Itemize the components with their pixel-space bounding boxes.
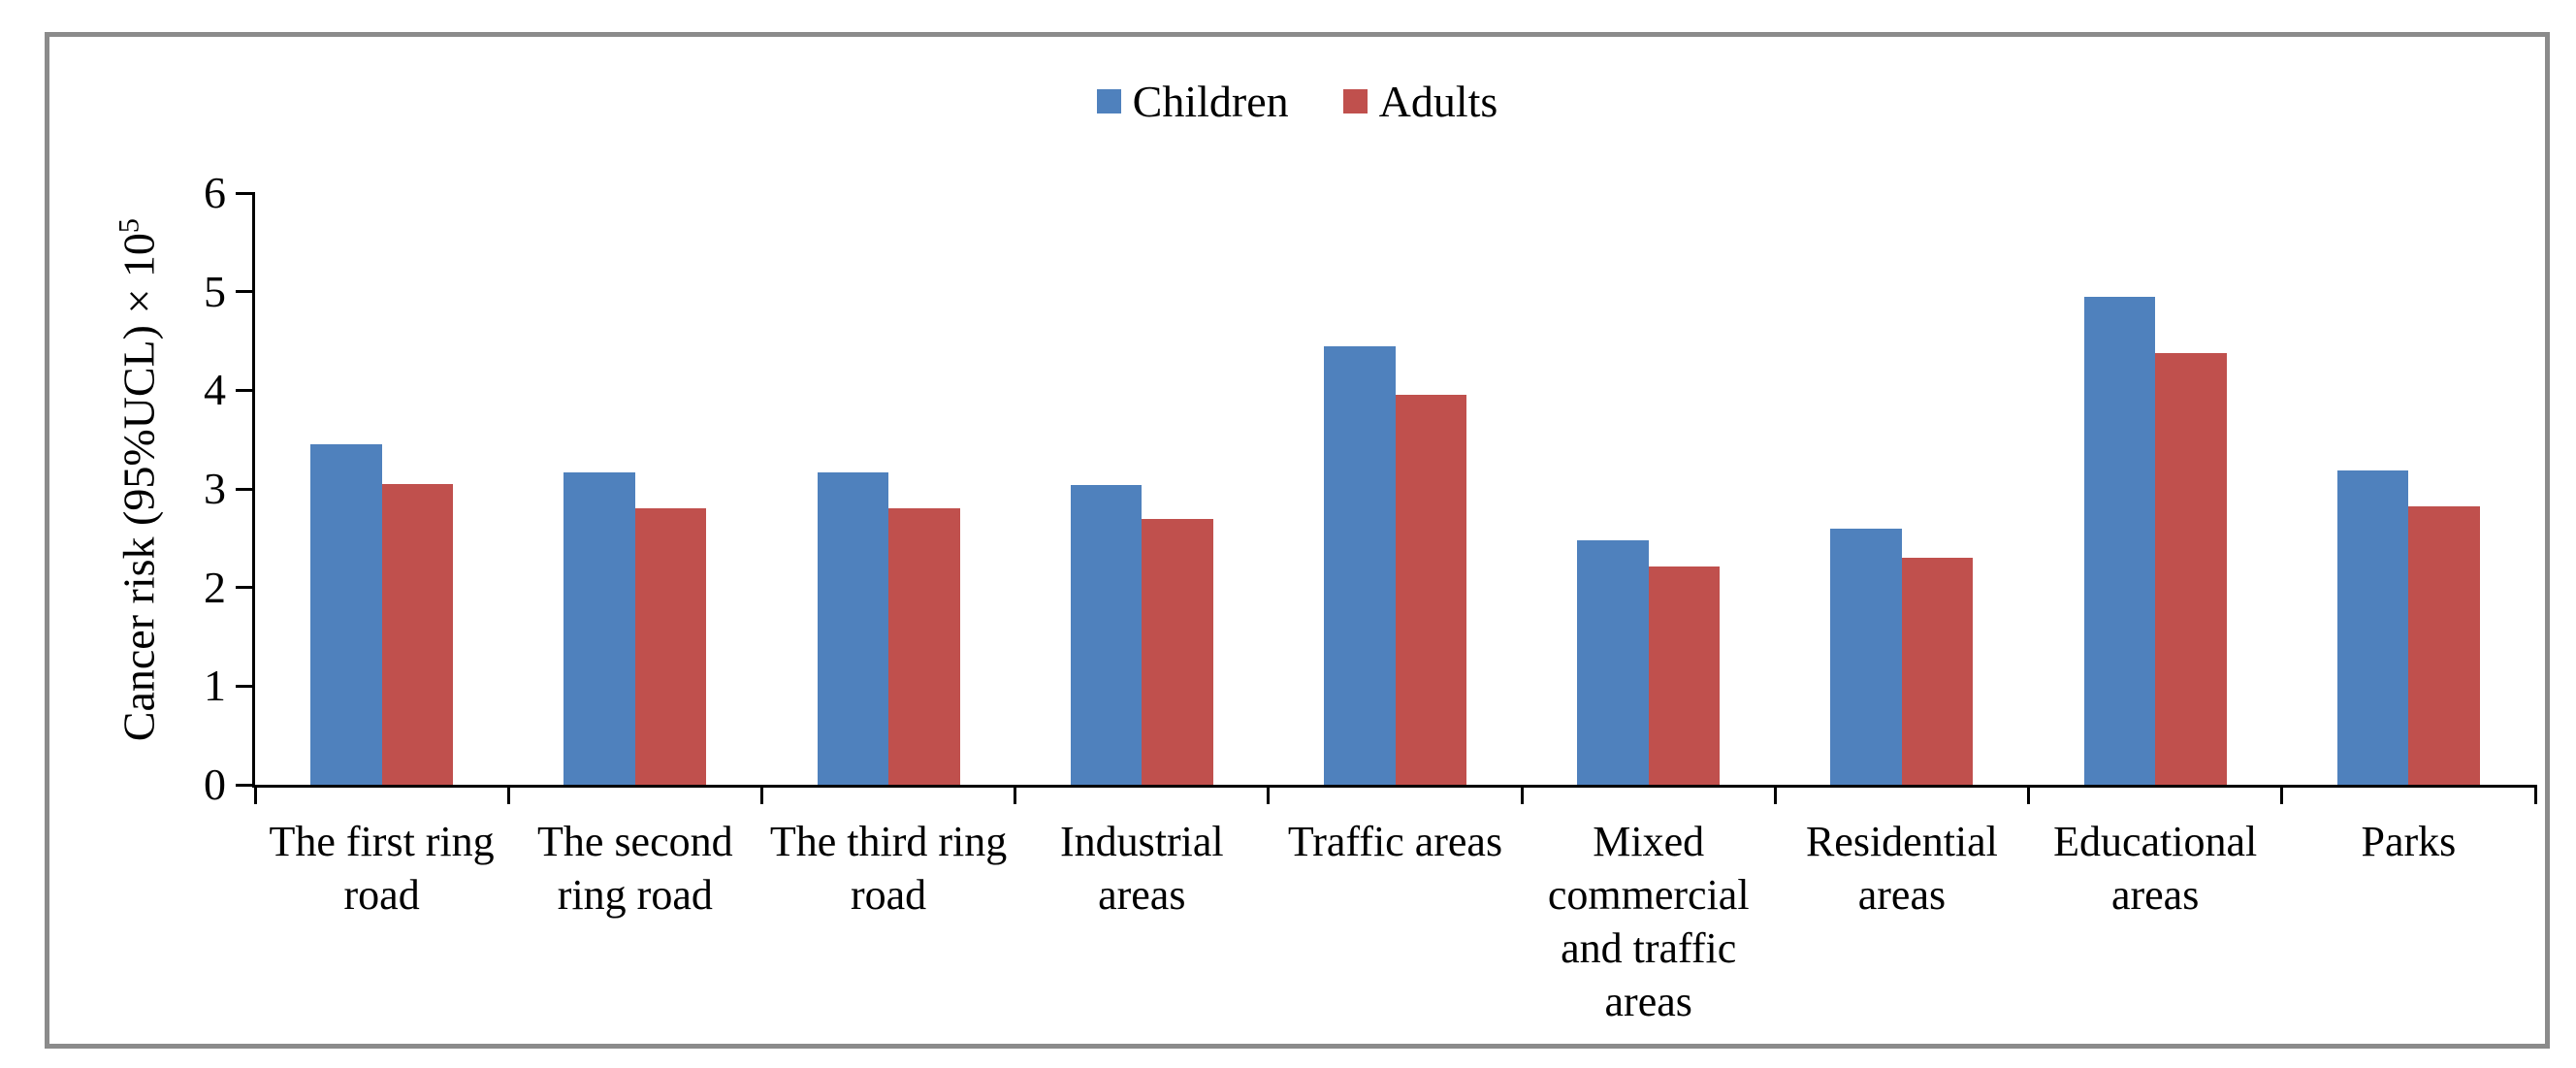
x-label-7: Educational areas: [2053, 818, 2258, 919]
y-tick-label-5: 5: [204, 266, 226, 316]
x-tick-4: [1267, 785, 1271, 804]
y-tick-2: [236, 586, 255, 590]
bar-adults-7: [2155, 352, 2227, 785]
x-axis-line: [252, 785, 2535, 788]
legend-swatch-children: [1096, 89, 1121, 113]
bar-adults-8: [2408, 506, 2480, 785]
x-label-1: The second ring road: [537, 818, 733, 919]
legend: Children Adults: [49, 76, 2545, 127]
x-tick-2: [759, 785, 763, 804]
bar-children-6: [1830, 528, 1902, 785]
y-tick-label-4: 4: [204, 365, 226, 415]
y-axis-title-superscript: 5: [113, 218, 145, 234]
y-tick-label-2: 2: [204, 562, 226, 612]
x-tick-0: [253, 785, 257, 804]
x-label-4: Traffic areas: [1287, 818, 1503, 865]
y-tick-label-0: 0: [204, 760, 226, 809]
bar-adults-3: [1142, 518, 1213, 785]
y-tick-3: [236, 487, 255, 491]
bar-adults-0: [381, 483, 454, 785]
y-axis-line: [252, 193, 255, 788]
bar-adults-5: [1648, 566, 1721, 785]
x-tick-5: [1520, 785, 1524, 804]
x-label-3: Industrial areas: [1059, 818, 1224, 919]
bar-children-2: [817, 471, 889, 785]
legend-label-children: Children: [1132, 77, 1289, 126]
legend-swatch-adults: [1342, 89, 1368, 113]
y-tick-label-6: 6: [204, 168, 226, 217]
x-tick-8: [2280, 785, 2284, 804]
x-label-5: Mixed commercial and traffic areas: [1547, 818, 1750, 1025]
x-tick-9: [2533, 785, 2537, 804]
bar-adults-1: [634, 508, 707, 785]
y-tick-label-1: 1: [204, 661, 226, 711]
x-label-0: The first ring road: [269, 818, 495, 919]
y-tick-label-3: 3: [204, 464, 226, 513]
bar-children-5: [1577, 539, 1649, 785]
y-tick-0: [236, 783, 255, 787]
x-label-8: Parks: [2361, 818, 2457, 865]
x-tick-6: [1773, 785, 1777, 804]
bar-children-3: [1070, 484, 1143, 785]
chart-frame: Children Adults Cancer risk (95%UCL) × 1…: [45, 32, 2550, 1049]
bar-adults-4: [1395, 395, 1466, 785]
y-tick-4: [236, 388, 255, 392]
bar-adults-6: [1901, 558, 1974, 785]
bar-children-8: [2336, 469, 2409, 785]
bar-adults-2: [888, 508, 960, 785]
bar-children-1: [564, 471, 635, 785]
bar-children-4: [1324, 345, 1396, 785]
x-label-6: Residential areas: [1805, 818, 1998, 919]
x-tick-7: [2027, 785, 2031, 804]
legend-label-adults: Adults: [1378, 77, 1498, 126]
x-label-2: The third ring road: [769, 818, 1008, 919]
legend-item-adults: Adults: [1342, 76, 1498, 127]
y-tick-5: [236, 290, 255, 294]
x-tick-3: [1014, 785, 1017, 804]
bar-children-7: [2083, 296, 2156, 785]
y-tick-1: [236, 684, 255, 688]
x-tick-1: [506, 785, 510, 804]
y-tick-6: [236, 191, 255, 195]
legend-item-children: Children: [1096, 76, 1289, 127]
bar-children-0: [310, 444, 382, 785]
